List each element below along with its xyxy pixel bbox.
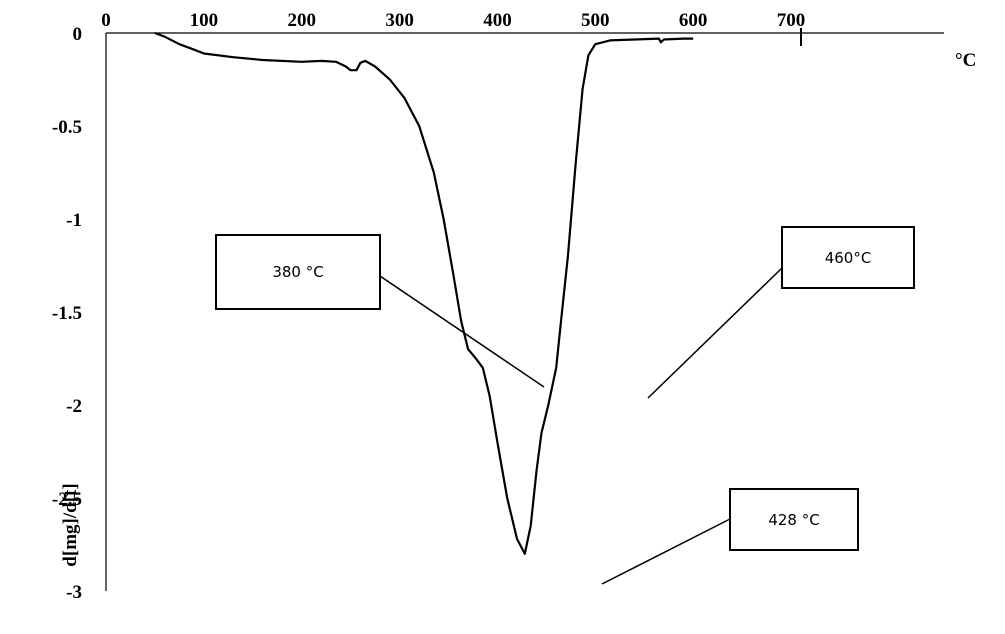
annotation-428: 428 °C [601,488,859,585]
x-tick-label: 500 [581,10,610,31]
x-tick-label: 300 [385,10,414,31]
annotation-428-label: 428 °C [768,511,819,529]
y-tick-label: -0.5 [52,117,82,138]
series-line [154,31,694,555]
y-tick-label: -1.5 [52,303,82,324]
annotation-460-leader [647,267,783,399]
annotation-380-label: 380 °C [272,263,323,281]
x-tick-label: 400 [483,10,512,31]
x-tick-label: 600 [679,10,708,31]
annotation-380: 380 °C [215,234,545,388]
annotation-380-box [215,234,381,310]
annotation-380-leader [379,275,545,388]
annotation-460-box [781,226,915,289]
y-tick-label: -2.5 [52,489,82,510]
y-tick-group: 0 -0.5 -1 -1.5 -2 -2.5 -3 [52,24,82,603]
y-tick-label: 0 [73,24,83,45]
annotation-428-box [729,488,859,551]
x-tick-label: 700 [777,10,806,31]
y-axis-title: d[mg]/d[t] [60,483,81,566]
annotation-460: 460°C [647,226,915,399]
y-tick-label: -1 [66,210,82,231]
x-tick-label: 0 [101,10,111,31]
x-tick-label: 200 [287,10,316,31]
x-tick-group: 0 100 200 300 400 500 600 700 [101,10,805,31]
y-tick-label: -3 [66,582,82,603]
annotation-428-leader [601,518,731,585]
x-tick-label: 100 [190,10,219,31]
annotation-460-label: 460°C [825,249,872,267]
y-tick-label: -2 [66,396,82,417]
x-axis-title: °C [955,50,976,71]
